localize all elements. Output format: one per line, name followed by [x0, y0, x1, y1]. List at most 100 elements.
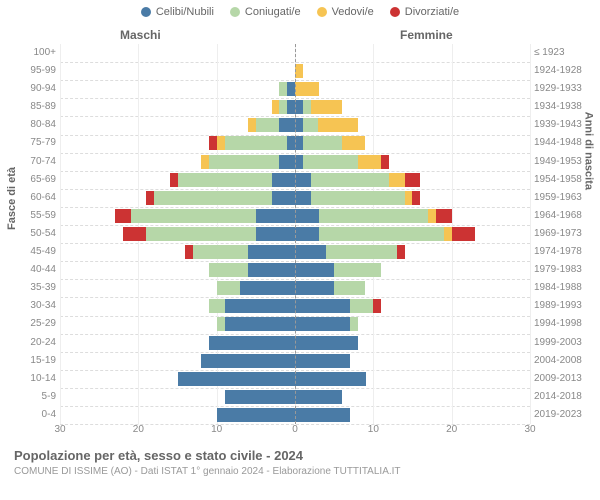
birth-year-label: 2009-2013 [534, 373, 590, 384]
legend-item: Divorziati/e [390, 6, 459, 18]
bar-segment [248, 245, 295, 259]
bar-segment [272, 191, 296, 205]
female-bar [295, 136, 365, 150]
age-label: 5-9 [18, 391, 56, 402]
bar-segment [279, 82, 287, 96]
female-bar [295, 281, 365, 295]
age-label: 75-79 [18, 137, 56, 148]
age-label: 45-49 [18, 246, 56, 257]
female-bar [295, 336, 358, 350]
bar-segment [201, 155, 209, 169]
bar-segment [123, 227, 147, 241]
bar-segment [272, 173, 296, 187]
bar-segment [405, 191, 413, 205]
bar-segment [225, 390, 296, 404]
bar-segment [217, 408, 295, 422]
female-bar [295, 118, 358, 132]
bar-segment [217, 281, 241, 295]
legend-swatch [390, 7, 400, 17]
bar-segment [303, 100, 311, 114]
bar-segment [178, 173, 272, 187]
bar-segment [373, 299, 381, 313]
x-tick-label: 30 [54, 424, 65, 435]
birth-year-label: 2014-2018 [534, 391, 590, 402]
bar-segment [256, 118, 280, 132]
female-bar [295, 263, 381, 277]
bar-segment [295, 281, 334, 295]
legend-item: Vedovi/e [317, 6, 374, 18]
male-bar [123, 227, 295, 241]
chart-subtitle: COMUNE DI ISSIME (AO) - Dati ISTAT 1° ge… [14, 466, 401, 477]
female-bar [295, 354, 350, 368]
bar-segment [405, 173, 421, 187]
bar-segment [209, 155, 280, 169]
age-label: 95-99 [18, 65, 56, 76]
female-bar [295, 408, 350, 422]
bar-segment [342, 136, 366, 150]
bar-segment [295, 227, 319, 241]
bar-segment [225, 299, 296, 313]
male-bar [209, 263, 295, 277]
bar-segment [412, 191, 420, 205]
bar-segment [295, 336, 358, 350]
female-bar [295, 82, 319, 96]
birth-year-label: 1924-1928 [534, 65, 590, 76]
male-bar [170, 173, 295, 187]
chart-title: Popolazione per età, sesso e stato civil… [14, 448, 303, 463]
age-label: 85-89 [18, 101, 56, 112]
bar-segment [295, 372, 366, 386]
age-label: 20-24 [18, 337, 56, 348]
male-bar [201, 354, 295, 368]
bar-segment [334, 263, 381, 277]
male-bar [146, 191, 295, 205]
legend-label: Coniugati/e [245, 6, 301, 18]
bar-segment [295, 118, 303, 132]
legend-item: Coniugati/e [230, 6, 301, 18]
male-bar [209, 299, 295, 313]
bar-segment [358, 155, 382, 169]
bar-segment [295, 408, 350, 422]
bar-segment [209, 336, 295, 350]
birth-year-label: 2004-2008 [534, 355, 590, 366]
bar-segment [217, 317, 225, 331]
bar-segment [311, 100, 342, 114]
bar-segment [397, 245, 405, 259]
birth-year-label: ≤ 1923 [534, 47, 590, 58]
age-label: 60-64 [18, 192, 56, 203]
bar-segment [295, 354, 350, 368]
bar-segment [295, 82, 319, 96]
bar-segment [303, 136, 342, 150]
female-bar [295, 155, 389, 169]
female-bar [295, 390, 342, 404]
male-bar [272, 100, 295, 114]
bar-segment [256, 209, 295, 223]
age-label: 25-29 [18, 318, 56, 329]
bar-segment [334, 281, 365, 295]
bar-segment [209, 136, 217, 150]
birth-year-label: 1994-1998 [534, 318, 590, 329]
female-bar [295, 100, 342, 114]
female-bar [295, 299, 381, 313]
bar-segment [295, 64, 303, 78]
bar-segment [295, 245, 326, 259]
birth-year-label: 1974-1978 [534, 246, 590, 257]
bar-segment [311, 191, 405, 205]
bar-segment [436, 209, 452, 223]
bar-segment [287, 82, 295, 96]
age-label: 50-54 [18, 228, 56, 239]
x-tick-label: 20 [446, 424, 457, 435]
male-bar [178, 372, 296, 386]
bar-segment [279, 100, 287, 114]
bar-segment [115, 209, 131, 223]
bar-segment [444, 227, 452, 241]
birth-year-label: 1984-1988 [534, 282, 590, 293]
legend-label: Celibi/Nubili [156, 6, 214, 18]
birth-year-label: 1954-1958 [534, 174, 590, 185]
legend-label: Vedovi/e [332, 6, 374, 18]
age-label: 100+ [18, 47, 56, 58]
bar-segment [452, 227, 476, 241]
birth-year-label: 1989-1993 [534, 300, 590, 311]
female-bar [295, 317, 358, 331]
birth-year-label: 2019-2023 [534, 409, 590, 420]
bar-segment [311, 173, 389, 187]
